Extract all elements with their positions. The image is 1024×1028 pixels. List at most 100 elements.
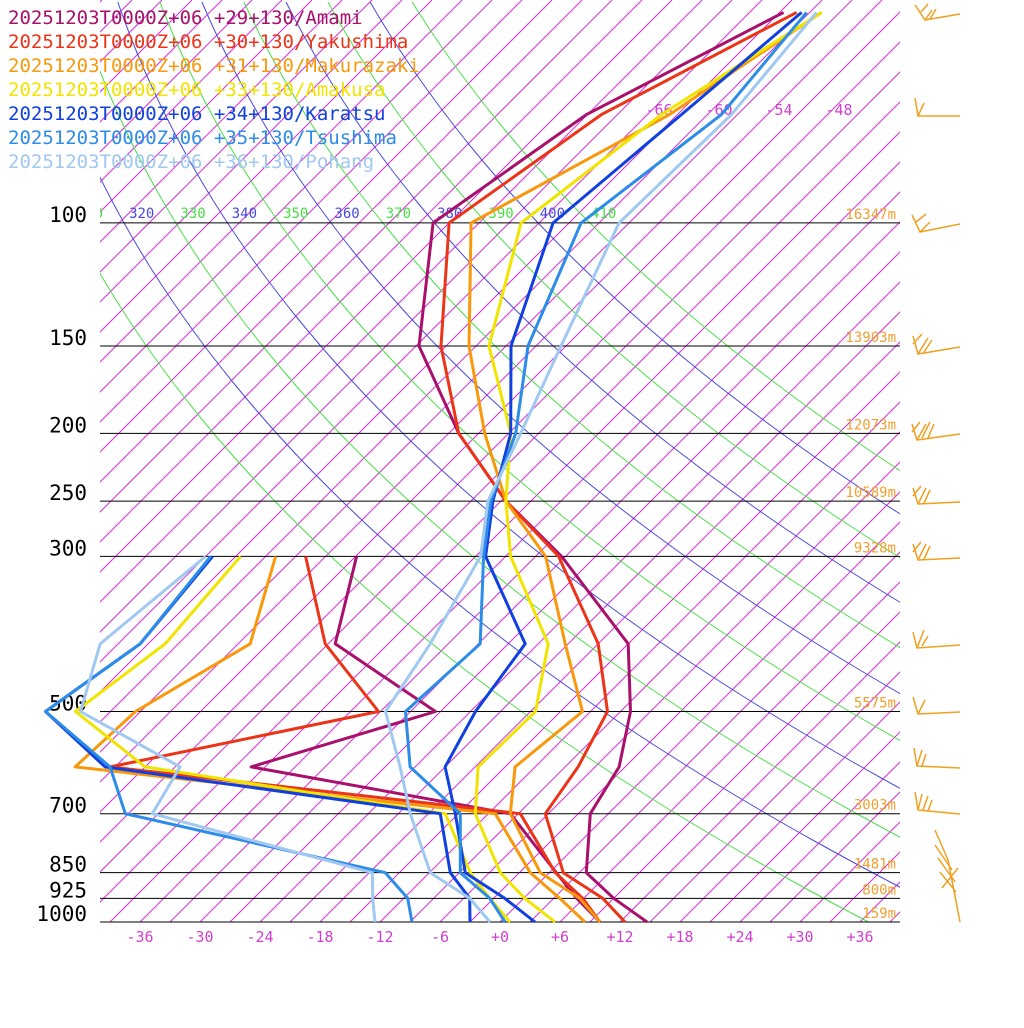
theta-label: 340: [232, 206, 257, 222]
legend-entry: 20251203T0000Z+06 +33+130/Amakusa: [8, 79, 386, 101]
pressure-label: 250: [49, 481, 87, 505]
isotherm: [100, 0, 343, 243]
pressure-label: 300: [49, 536, 87, 560]
pressure-label: 1000: [36, 902, 87, 926]
isotherm: [100, 0, 433, 333]
isotherm: [469, 491, 900, 922]
dry-adiabat: [159, 1, 900, 742]
height-label: 13903m: [845, 330, 896, 346]
height-label: 800m: [862, 882, 896, 898]
temperature-line: [443, 11, 803, 924]
wind-barb: [934, 829, 961, 923]
isotherm: [100, 0, 853, 753]
dry-adiabat: [327, 1, 900, 559]
top-isotherm-label: -66: [645, 101, 672, 119]
isotherm: [950, 0, 1024, 922]
isotherm: [319, 341, 900, 922]
dewpoint-line: [108, 556, 602, 923]
isotherm: [100, 0, 403, 303]
dry-adiabat: [369, 1, 900, 515]
x-tick-label: -36: [126, 928, 153, 946]
dry-adiabat: [201, 1, 900, 695]
isotherm: [169, 191, 900, 922]
isotherm: [709, 731, 900, 922]
isotherm: [100, 41, 900, 843]
wind-barb: [914, 791, 961, 815]
wind-barb: [912, 696, 961, 715]
isotherm: [920, 0, 1024, 922]
isotherm: [100, 0, 463, 363]
theta-label: 310: [78, 206, 103, 222]
dry-adiabat: [100, 176, 900, 888]
dewpoint-line: [79, 555, 377, 923]
pressure-label: 925: [49, 878, 87, 902]
theta-label: 330: [180, 206, 205, 222]
isotherm: [889, 911, 900, 922]
isotherm: [529, 551, 900, 922]
isotherm: [619, 641, 900, 922]
x-tick-label: -18: [306, 928, 333, 946]
isotherm: [100, 0, 733, 633]
isotherm: [100, 0, 493, 393]
isotherm: [100, 101, 900, 903]
height-label: 159m: [862, 906, 896, 922]
theta-label: 400: [540, 206, 565, 222]
legend-entry: 20251203T0000Z+06 +34+130/Karatsu: [8, 103, 386, 125]
height-label: 1481m: [854, 857, 896, 873]
temperature-line: [439, 11, 798, 924]
legend-entry: 20251203T0000Z+06 +35+130/Tsushima: [8, 127, 397, 149]
pressure-label: 700: [49, 794, 87, 818]
temperature-line: [417, 11, 785, 924]
isotherm: [100, 0, 283, 183]
isotherm: [199, 221, 900, 922]
theta-label: 370: [386, 206, 411, 222]
theta-label: 320: [129, 206, 154, 222]
isotherm: [100, 0, 313, 213]
x-tick-label: -6: [431, 928, 449, 946]
x-tick-label: +24: [726, 928, 753, 946]
height-label: 10589m: [845, 485, 896, 501]
x-tick-label: +36: [846, 928, 873, 946]
pressure-label: 850: [49, 853, 87, 877]
pressure-label: 200: [49, 413, 87, 437]
height-label: 5575m: [854, 696, 896, 712]
x-tick-label: +12: [606, 928, 633, 946]
isotherm: [100, 0, 823, 723]
legend-entry: 20251203T0000Z+06 +31+130/Makurazaki: [8, 55, 420, 77]
pressure-label: 150: [49, 326, 87, 350]
isotherm: [439, 461, 900, 922]
height-label: 12073m: [845, 417, 896, 433]
legend-entry: 20251203T0000Z+06 +29+130/Amami: [8, 7, 363, 29]
isotherm: [649, 671, 900, 922]
isotherm: [100, 0, 793, 693]
isotherm: [100, 0, 763, 663]
wind-barb: [911, 421, 961, 441]
x-tick-label: -12: [366, 928, 393, 946]
isotherm: [100, 0, 673, 573]
pressure-label: 100: [49, 203, 87, 227]
wind-barb: [912, 629, 961, 649]
isotherm: [739, 761, 900, 922]
height-label: 9328m: [854, 540, 896, 556]
wind-barb: [912, 541, 961, 561]
dewpoint-line: [44, 555, 414, 923]
isotherm: [409, 431, 900, 922]
wind-barb: [913, 747, 961, 769]
isotherm: [559, 581, 900, 922]
theta-label: 360: [334, 206, 359, 222]
legend: 20251203T0000Z+06 +29+130/Amami20251203T…: [8, 7, 420, 173]
x-tick-label: +6: [551, 928, 569, 946]
x-tick-label: -30: [186, 928, 213, 946]
isotherm: [100, 0, 613, 513]
x-tick-label: +18: [666, 928, 693, 946]
temperature-line: [473, 11, 823, 924]
legend-entry: 20251203T0000Z+06 +30+130/Yakushima: [8, 31, 408, 53]
temperature-line: [467, 11, 823, 923]
background-lines: 310 320 330 340 350 360 370 380 390 400 410: [78, 0, 1024, 922]
isotherm: [100, 0, 523, 423]
theta-label: 390: [488, 206, 513, 222]
theta-label: 350: [283, 206, 308, 222]
top-isotherm-label: -48: [825, 101, 852, 119]
